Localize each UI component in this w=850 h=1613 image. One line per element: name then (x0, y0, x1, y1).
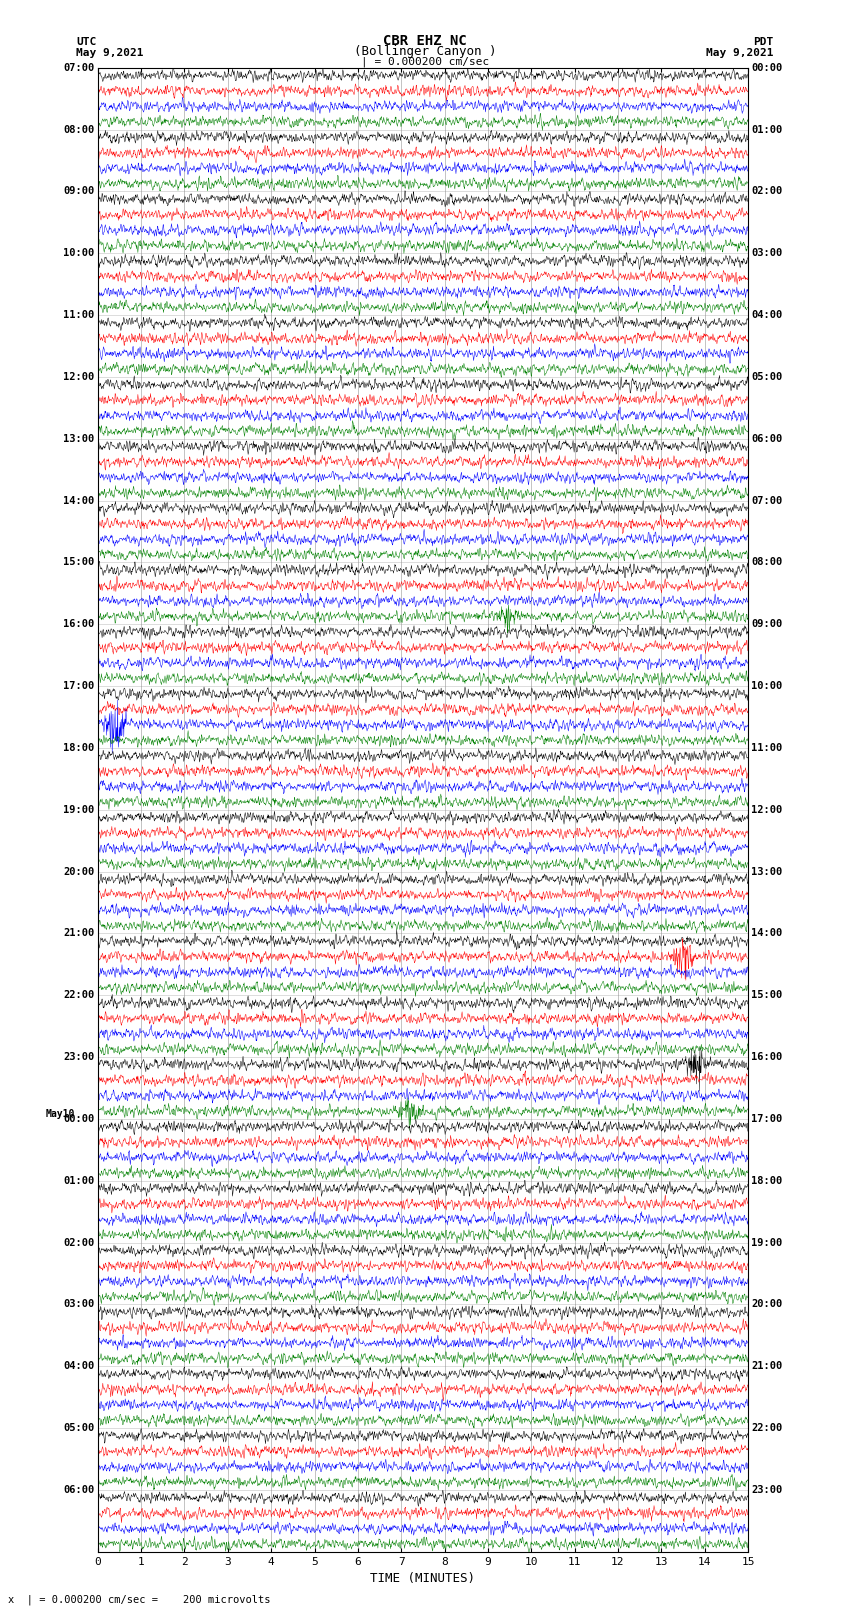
Text: 15:00: 15:00 (63, 558, 94, 568)
Text: 22:00: 22:00 (63, 990, 94, 1000)
Text: 21:00: 21:00 (751, 1361, 783, 1371)
Text: x  | = 0.000200 cm/sec =    200 microvolts: x | = 0.000200 cm/sec = 200 microvolts (8, 1594, 271, 1605)
Text: 19:00: 19:00 (751, 1237, 783, 1247)
Text: 07:00: 07:00 (63, 63, 94, 73)
Text: 06:00: 06:00 (751, 434, 783, 444)
Text: PDT: PDT (753, 37, 774, 47)
Text: 11:00: 11:00 (63, 310, 94, 319)
Text: 14:00: 14:00 (751, 929, 783, 939)
Text: 02:00: 02:00 (63, 1237, 94, 1247)
Text: 05:00: 05:00 (751, 373, 783, 382)
Text: | = 0.000200 cm/sec: | = 0.000200 cm/sec (361, 56, 489, 68)
Text: 09:00: 09:00 (751, 619, 783, 629)
Text: 08:00: 08:00 (751, 558, 783, 568)
Text: 09:00: 09:00 (63, 187, 94, 197)
Text: 04:00: 04:00 (751, 310, 783, 319)
X-axis label: TIME (MINUTES): TIME (MINUTES) (371, 1573, 475, 1586)
Text: 19:00: 19:00 (63, 805, 94, 815)
Text: 18:00: 18:00 (63, 744, 94, 753)
Text: 20:00: 20:00 (751, 1300, 783, 1310)
Text: 21:00: 21:00 (63, 929, 94, 939)
Text: 08:00: 08:00 (63, 124, 94, 134)
Text: 10:00: 10:00 (751, 681, 783, 690)
Text: 18:00: 18:00 (751, 1176, 783, 1186)
Text: 15:00: 15:00 (751, 990, 783, 1000)
Text: May 9,2021: May 9,2021 (706, 48, 774, 58)
Text: 00:00: 00:00 (63, 1115, 94, 1124)
Text: 02:00: 02:00 (751, 187, 783, 197)
Text: 03:00: 03:00 (751, 248, 783, 258)
Text: 13:00: 13:00 (751, 866, 783, 876)
Text: 11:00: 11:00 (751, 744, 783, 753)
Text: 03:00: 03:00 (63, 1300, 94, 1310)
Text: 05:00: 05:00 (63, 1423, 94, 1432)
Text: 04:00: 04:00 (63, 1361, 94, 1371)
Text: 16:00: 16:00 (751, 1052, 783, 1061)
Text: 01:00: 01:00 (751, 124, 783, 134)
Text: 17:00: 17:00 (63, 681, 94, 690)
Text: May 9,2021: May 9,2021 (76, 48, 144, 58)
Text: 22:00: 22:00 (751, 1423, 783, 1432)
Text: 00:00: 00:00 (751, 63, 783, 73)
Text: CBR EHZ NC: CBR EHZ NC (383, 34, 467, 48)
Text: (Bollinger Canyon ): (Bollinger Canyon ) (354, 45, 496, 58)
Text: 20:00: 20:00 (63, 866, 94, 876)
Text: 23:00: 23:00 (751, 1486, 783, 1495)
Text: 17:00: 17:00 (751, 1115, 783, 1124)
Text: 12:00: 12:00 (751, 805, 783, 815)
Text: 23:00: 23:00 (63, 1052, 94, 1061)
Text: 16:00: 16:00 (63, 619, 94, 629)
Text: May10: May10 (46, 1108, 75, 1119)
Text: 07:00: 07:00 (751, 495, 783, 505)
Text: 13:00: 13:00 (63, 434, 94, 444)
Text: UTC: UTC (76, 37, 97, 47)
Text: 06:00: 06:00 (63, 1486, 94, 1495)
Text: 01:00: 01:00 (63, 1176, 94, 1186)
Text: 12:00: 12:00 (63, 373, 94, 382)
Text: 14:00: 14:00 (63, 495, 94, 505)
Text: 10:00: 10:00 (63, 248, 94, 258)
